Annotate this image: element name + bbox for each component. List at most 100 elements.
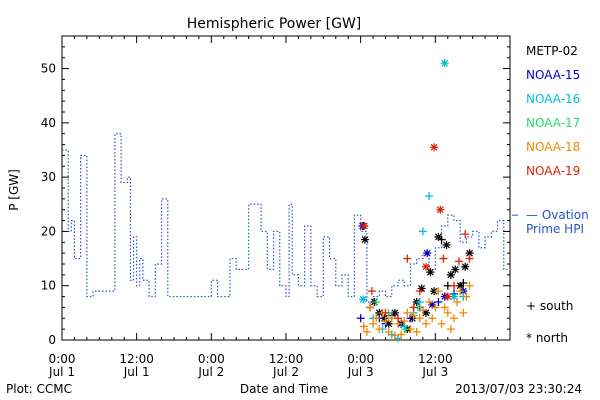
point-south (372, 298, 381, 306)
point-south (415, 298, 424, 306)
point-south (440, 303, 449, 312)
point-south (375, 325, 384, 334)
point-south (406, 325, 415, 334)
point-south (369, 319, 378, 328)
y-tick-label: 20 (41, 224, 56, 238)
point-north (451, 265, 460, 274)
point-south (412, 327, 421, 336)
x-axis-label: Date and Time (240, 382, 328, 396)
point-north (465, 249, 474, 258)
point-south (437, 319, 446, 328)
y-axis-label: P [GW] (7, 169, 21, 211)
point-south (415, 287, 424, 296)
point-south (446, 325, 455, 334)
point-south (381, 317, 390, 325)
point-south (400, 317, 409, 325)
point-south (418, 306, 427, 315)
point-south (394, 314, 402, 323)
point-south (367, 287, 376, 296)
point-south (372, 314, 381, 323)
x-tick-date-label: Jul 3 (347, 365, 374, 379)
point-south (450, 281, 458, 290)
point-north (442, 241, 451, 249)
point-north (417, 284, 426, 293)
point-south (384, 327, 393, 336)
legend-entry-metp-02: METP-02 (526, 44, 578, 58)
point-south (418, 227, 427, 236)
point-south (431, 303, 440, 312)
point-north (361, 235, 370, 244)
y-tick-label: 40 (41, 116, 56, 130)
point-north (359, 295, 368, 304)
legend: METP-02 NOAA-15 NOAA-16 NOAA-17 NOAA-18 NOAA-… (512, 44, 589, 345)
point-south (425, 192, 434, 201)
point-north (428, 300, 437, 309)
legend-north-symbol: * north (526, 331, 568, 345)
point-south (434, 298, 443, 306)
x-tick-date-label: Jul 1 (48, 365, 75, 379)
point-north (450, 292, 458, 301)
plot-timestamp: 2013/07/03 23:30:24 (455, 382, 582, 396)
point-south (397, 330, 406, 339)
point-north (461, 262, 470, 271)
series-noaa-19 (360, 143, 474, 323)
point-south (456, 287, 465, 296)
point-south (450, 314, 458, 323)
point-north (434, 232, 443, 241)
point-south (381, 308, 390, 317)
point-south (403, 308, 412, 317)
point-south (409, 311, 418, 320)
point-north (360, 222, 369, 230)
point-north (446, 270, 455, 279)
point-south (415, 314, 424, 323)
x-tick-time-label: 0:00 (198, 352, 225, 366)
x-tick-time-label: 0:00 (347, 352, 374, 366)
point-south (422, 319, 430, 328)
point-south (428, 314, 437, 323)
ovation-hpi-series-line (62, 133, 510, 303)
y-tick-label: 0 (48, 333, 56, 347)
y-tick-label: 30 (41, 170, 56, 184)
point-north (380, 314, 389, 323)
y-tick-label: 10 (41, 279, 56, 293)
point-north (440, 59, 449, 68)
x-tick-time-label: 12:00 (418, 352, 453, 366)
point-south (453, 298, 462, 306)
legend-entry-noaa-19: NOAA-19 (526, 164, 580, 178)
ovation-hpi-line (62, 133, 510, 303)
legend-entry-ovation-line2: Prime HPI (526, 222, 584, 236)
plot-source: Plot: CCMC (6, 382, 72, 396)
point-south (362, 327, 371, 336)
point-north (436, 205, 445, 214)
chart-title: Hemispheric Power [GW] (187, 16, 362, 32)
x-tick-date-label: Jul 1 (123, 365, 150, 379)
point-south (439, 254, 448, 263)
point-north (430, 287, 439, 296)
point-north (422, 308, 430, 317)
point-south (459, 308, 468, 317)
point-south (425, 298, 434, 306)
x-tick-time-label: 12:00 (269, 352, 304, 366)
point-south (356, 314, 365, 323)
y-tick-label: 50 (41, 62, 56, 76)
legend-entry-noaa-16: NOAA-16 (526, 92, 580, 106)
legend-entry-noaa-18: NOAA-18 (526, 140, 580, 154)
point-north (390, 308, 399, 317)
point-south (465, 281, 474, 290)
x-tick-date-label: Jul 2 (272, 365, 299, 379)
point-south (359, 322, 368, 331)
legend-south-symbol: + south (526, 299, 573, 313)
satellite-points (356, 59, 474, 343)
point-south (462, 292, 471, 301)
point-north (456, 281, 465, 290)
legend-entry-noaa-15: NOAA-15 (526, 68, 580, 82)
x-tick-time-label: 12:00 (119, 352, 154, 366)
x-tick-date-label: Jul 3 (421, 365, 448, 379)
point-south (403, 254, 412, 263)
legend-entry-noaa-17: NOAA-17 (526, 116, 580, 130)
legend-entry-ovation-line1: — Ovation (526, 208, 589, 222)
point-south (366, 303, 374, 312)
point-south (459, 279, 468, 287)
